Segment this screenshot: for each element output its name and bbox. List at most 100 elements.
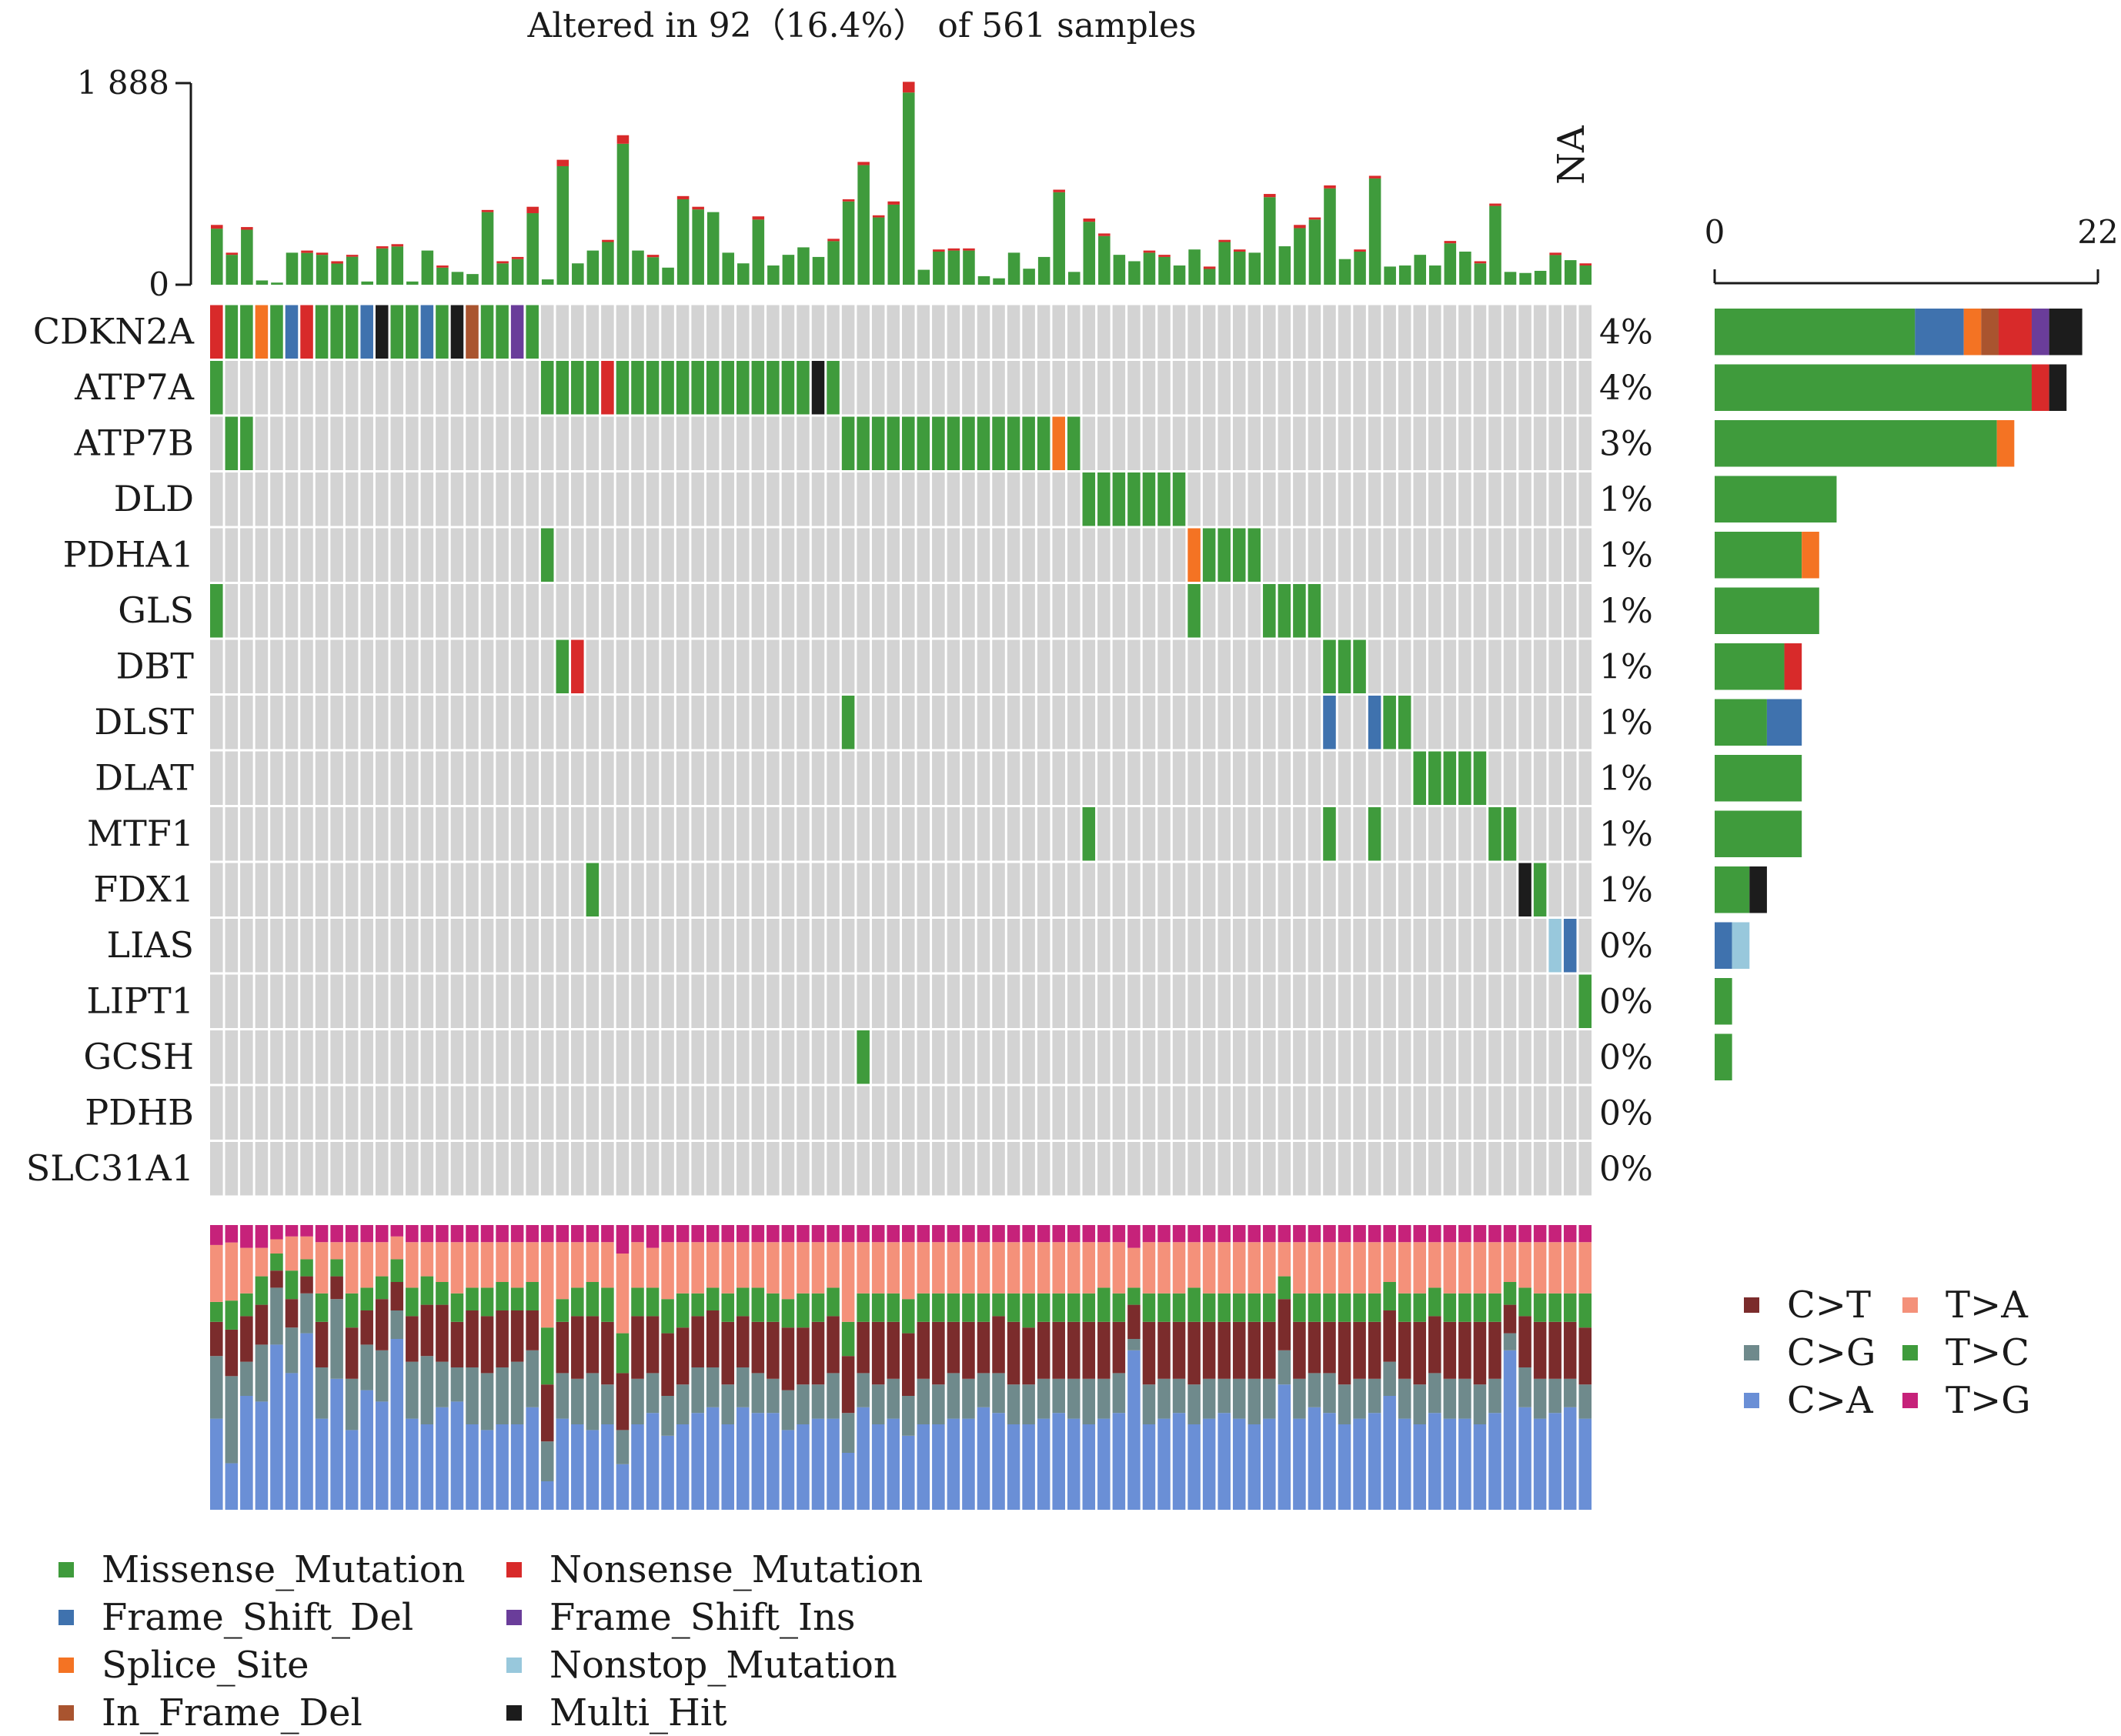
- empty-cell: [827, 584, 840, 638]
- titv-segment: [706, 1407, 720, 1510]
- empty-cell: [1157, 639, 1171, 693]
- empty-cell: [616, 472, 630, 526]
- empty-cell: [1548, 472, 1562, 526]
- titv-segment: [1263, 1242, 1276, 1294]
- empty-cell: [871, 919, 885, 973]
- titv-segment: [210, 1356, 223, 1419]
- titv-segment: [1172, 1293, 1186, 1322]
- empty-cell: [1398, 751, 1411, 805]
- titv-segment: [1308, 1407, 1321, 1510]
- empty-cell: [887, 807, 900, 861]
- tmb-bar-segment: [496, 261, 509, 264]
- titv-segment: [345, 1327, 359, 1379]
- mutation-cell: [1473, 751, 1487, 805]
- titv-segment: [270, 1270, 283, 1288]
- empty-cell: [857, 751, 870, 805]
- empty-cell: [917, 696, 930, 749]
- titv-segment: [1097, 1287, 1111, 1322]
- empty-cell: [526, 974, 539, 1028]
- empty-cell: [1278, 919, 1291, 973]
- empty-cell: [1533, 584, 1547, 638]
- titv-segment: [1548, 1225, 1562, 1243]
- titv-segment: [1533, 1242, 1547, 1294]
- empty-cell: [1383, 1086, 1396, 1140]
- titv-segment: [1037, 1293, 1050, 1322]
- empty-cell: [1518, 696, 1531, 749]
- empty-cell: [270, 919, 283, 973]
- empty-cell: [811, 584, 825, 638]
- mutation-cell: [496, 305, 509, 359]
- titv-segment: [827, 1225, 840, 1243]
- empty-cell: [977, 974, 990, 1028]
- gene-percent-label: 1%: [1599, 480, 1653, 519]
- empty-cell: [721, 639, 735, 693]
- empty-cell: [556, 305, 569, 359]
- titv-segment: [1052, 1321, 1065, 1379]
- gene-bar-segment: [1766, 699, 1802, 746]
- empty-cell: [1293, 696, 1306, 749]
- empty-cell: [1563, 863, 1577, 916]
- empty-cell: [1157, 751, 1171, 805]
- titv-segment: [917, 1378, 930, 1424]
- empty-cell: [1368, 1030, 1381, 1084]
- empty-cell: [1278, 1142, 1291, 1196]
- mutation-cell: [1488, 807, 1501, 861]
- empty-cell: [1428, 919, 1441, 973]
- empty-cell: [616, 528, 630, 582]
- titv-segment: [1338, 1384, 1351, 1424]
- empty-cell: [480, 1086, 494, 1140]
- empty-cell: [571, 1142, 584, 1196]
- titv-segment: [1338, 1424, 1351, 1510]
- empty-cell: [300, 584, 313, 638]
- empty-cell: [1248, 305, 1261, 359]
- titv-segment: [270, 1254, 283, 1271]
- titv-segment: [841, 1242, 855, 1322]
- empty-cell: [811, 528, 825, 582]
- empty-cell: [1172, 1142, 1186, 1196]
- titv-segment: [330, 1259, 343, 1277]
- titv-segment: [420, 1225, 434, 1243]
- empty-cell: [1112, 696, 1126, 749]
- empty-cell: [390, 584, 404, 638]
- empty-cell: [601, 639, 614, 693]
- empty-cell: [1323, 584, 1336, 638]
- titv-segment: [932, 1424, 945, 1510]
- titv-segment: [646, 1287, 660, 1317]
- empty-cell: [767, 1142, 780, 1196]
- empty-cell: [706, 807, 720, 861]
- titv-segment: [375, 1242, 389, 1277]
- empty-cell: [526, 361, 539, 415]
- titv-segment: [676, 1293, 690, 1328]
- tmb-bar: [316, 255, 329, 285]
- empty-cell: [1142, 974, 1156, 1028]
- titv-segment: [932, 1225, 945, 1243]
- empty-cell: [1248, 584, 1261, 638]
- empty-cell: [556, 1086, 569, 1140]
- empty-cell: [917, 863, 930, 916]
- mutation-cell: [571, 361, 584, 415]
- variant-legend-swatch: [58, 1705, 74, 1721]
- empty-cell: [1413, 919, 1427, 973]
- empty-cell: [450, 1086, 464, 1140]
- empty-cell: [1067, 696, 1081, 749]
- empty-cell: [1082, 696, 1096, 749]
- tmb-bar-segment: [827, 239, 840, 242]
- empty-cell: [932, 974, 945, 1028]
- titv-segment: [676, 1242, 690, 1294]
- titv-segment: [436, 1304, 449, 1362]
- empty-cell: [871, 528, 885, 582]
- empty-cell: [240, 584, 253, 638]
- empty-cell: [225, 1142, 239, 1196]
- empty-cell: [1248, 639, 1261, 693]
- empty-cell: [827, 751, 840, 805]
- empty-cell: [210, 528, 223, 582]
- empty-cell: [345, 1142, 359, 1196]
- titv-segment: [496, 1310, 509, 1367]
- empty-cell: [1007, 863, 1020, 916]
- empty-cell: [1473, 472, 1487, 526]
- tmb-bar: [857, 165, 870, 285]
- titv-segment: [255, 1225, 269, 1248]
- empty-cell: [1278, 1030, 1291, 1084]
- empty-cell: [1398, 416, 1411, 470]
- empty-cell: [691, 305, 704, 359]
